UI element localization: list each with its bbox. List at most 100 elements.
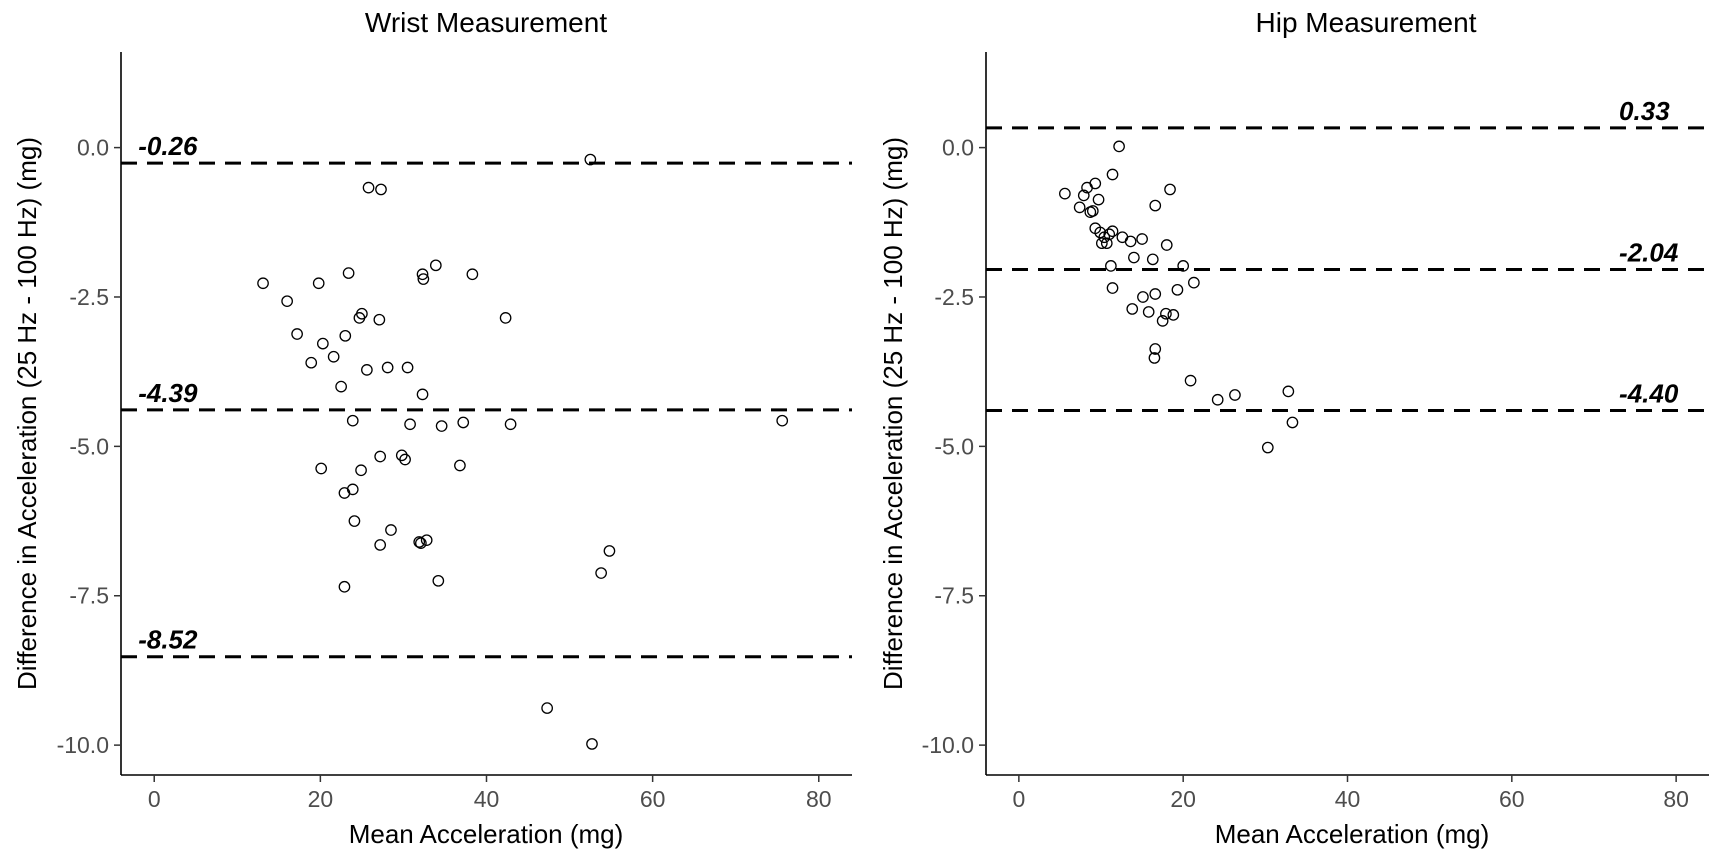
wrist-x-tick-label: 0 xyxy=(148,786,161,812)
wrist-data-point xyxy=(281,295,293,308)
hip-data-point xyxy=(1261,441,1274,454)
hip-data-point xyxy=(1100,237,1113,250)
wrist-y-tick-label: -5.0 xyxy=(69,433,109,459)
hip-data-point xyxy=(1128,251,1140,264)
hip-data-point xyxy=(1149,288,1162,300)
hip-data-point xyxy=(1142,306,1155,318)
hip-data-point xyxy=(1073,201,1086,214)
wrist-data-point xyxy=(346,414,359,427)
hip-chart-title: Hip Measurement xyxy=(1256,7,1477,38)
wrist-data-point xyxy=(595,567,607,579)
wrist-data-point xyxy=(257,277,269,290)
wrist-data-point xyxy=(374,539,387,551)
hip-data-point xyxy=(1103,228,1116,241)
wrist-data-point xyxy=(374,450,387,463)
hip-x-tick-label: 0 xyxy=(1012,786,1025,812)
wrist-y-tick-label: -7.5 xyxy=(69,583,109,609)
hip-data-point xyxy=(1156,315,1169,327)
wrist-data-point xyxy=(776,414,789,427)
hip-data-point xyxy=(1160,239,1173,251)
wrist-data-point xyxy=(416,268,429,281)
wrist-data-point xyxy=(420,534,433,547)
wrist-x-tick-label: 40 xyxy=(474,786,500,812)
hip-data-point xyxy=(1092,193,1105,206)
hip-data-point xyxy=(1077,189,1090,202)
wrist-limit-label: -8.52 xyxy=(138,625,198,655)
wrist-y-tick-label: 0.0 xyxy=(77,135,109,161)
hip-data-point xyxy=(1149,343,1162,355)
hip-data-point xyxy=(1126,303,1139,315)
wrist-data-point xyxy=(603,545,616,557)
hip-x-tick-label: 80 xyxy=(1663,786,1689,812)
wrist-data-point xyxy=(373,313,386,326)
wrist-data-point xyxy=(429,259,442,272)
wrist-data-point xyxy=(338,580,351,593)
hip-data-point xyxy=(1148,352,1161,364)
wrist-data-point xyxy=(362,181,375,194)
wrist-data-point xyxy=(541,702,553,714)
wrist-data-point xyxy=(312,277,325,290)
wrist-data-point xyxy=(415,537,427,550)
hip-limit-label: -4.40 xyxy=(1619,379,1679,409)
wrist-data-point xyxy=(356,307,368,320)
wrist-x-tick-label: 80 xyxy=(806,786,832,812)
wrist-data-point xyxy=(375,183,387,196)
hip-y-tick-label: -7.5 xyxy=(934,583,974,609)
hip-data-point xyxy=(1177,260,1190,272)
wrist-data-point xyxy=(404,418,416,431)
wrist-data-point xyxy=(305,356,318,369)
hip-data-point xyxy=(1167,309,1180,321)
hip-data-point xyxy=(1059,187,1071,200)
hip-data-point xyxy=(1171,283,1184,296)
hip-data-point xyxy=(1136,233,1148,245)
wrist-data-point xyxy=(385,524,397,536)
wrist-data-point xyxy=(361,364,373,376)
wrist-data-point xyxy=(355,464,367,477)
hip-data-point xyxy=(1105,260,1117,272)
wrist-limit-label: -4.39 xyxy=(138,378,198,408)
wrist-data-point xyxy=(454,459,466,472)
hip-data-point xyxy=(1164,183,1176,196)
hip-y-axis-label: Difference in Acceleration (25 Hz - 100 … xyxy=(878,137,908,690)
wrist-data-point xyxy=(413,536,426,548)
wrist-x-axis-label: Mean Acceleration (mg) xyxy=(349,819,624,849)
hip-data-point xyxy=(1086,205,1099,217)
hip-data-point xyxy=(1184,374,1197,387)
wrist-data-point xyxy=(317,337,329,350)
wrist-y-axis-label: Difference in Acceleration (25 Hz - 100 … xyxy=(12,137,42,690)
hip-limit-label: -2.04 xyxy=(1619,237,1679,267)
wrist-data-point xyxy=(335,380,347,393)
hip-data-point xyxy=(1282,385,1295,398)
hip-data-point xyxy=(1106,225,1119,238)
hip-data-point xyxy=(1149,199,1162,212)
hip-y-tick-label: -2.5 xyxy=(934,284,974,310)
hip-y-tick-label: -10.0 xyxy=(922,732,974,758)
hip-x-tick-label: 60 xyxy=(1499,786,1525,812)
hip-x-tick-label: 20 xyxy=(1170,786,1196,812)
wrist-data-point xyxy=(466,268,479,281)
hip-data-point xyxy=(1137,291,1149,303)
hip-data-point xyxy=(1211,393,1224,406)
wrist-chart-title: Wrist Measurement xyxy=(365,7,607,38)
hip-x-tick-label: 40 xyxy=(1335,786,1361,812)
hip-x-axis-label: Mean Acceleration (mg) xyxy=(1215,819,1490,849)
wrist-data-point xyxy=(291,328,303,340)
hip-data-point xyxy=(1286,416,1299,429)
wrist-x-tick-label: 60 xyxy=(640,786,666,812)
wrist-x-tick-label: 20 xyxy=(308,786,334,812)
wrist-data-point xyxy=(401,361,414,374)
wrist-data-point xyxy=(417,273,430,285)
hip-data-point xyxy=(1124,235,1137,248)
hip-y-tick-label: 0.0 xyxy=(942,135,974,161)
hip-data-point xyxy=(1095,237,1108,250)
hip-limit-label: 0.33 xyxy=(1619,96,1670,126)
wrist-data-point xyxy=(457,416,470,429)
hip-data-point xyxy=(1113,140,1125,153)
wrist-data-point xyxy=(346,483,359,496)
wrist-data-point xyxy=(315,462,328,475)
wrist-data-point xyxy=(339,329,352,342)
wrist-data-point xyxy=(399,453,411,466)
wrist-data-point xyxy=(327,350,340,363)
wrist-data-point xyxy=(342,267,355,279)
